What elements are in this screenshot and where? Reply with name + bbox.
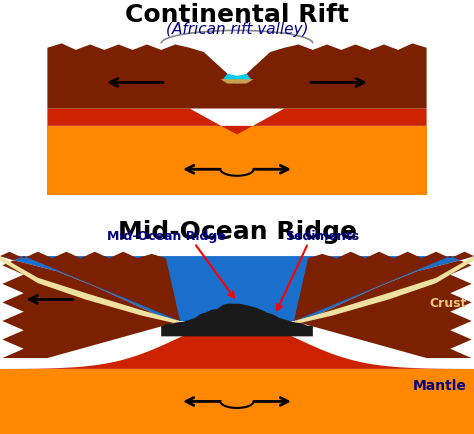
Text: Mantle: Mantle xyxy=(413,379,467,393)
Polygon shape xyxy=(47,43,237,108)
Polygon shape xyxy=(0,369,474,434)
Polygon shape xyxy=(0,252,180,358)
Polygon shape xyxy=(294,256,474,325)
Text: Mid-Ocean Ridge: Mid-Ocean Ridge xyxy=(107,230,225,243)
Polygon shape xyxy=(0,256,474,321)
Polygon shape xyxy=(47,108,427,135)
Text: Continental Rift: Continental Rift xyxy=(125,3,349,27)
Text: Sediments: Sediments xyxy=(285,230,359,243)
Polygon shape xyxy=(223,74,251,83)
Polygon shape xyxy=(161,303,313,336)
Text: Crust: Crust xyxy=(429,297,467,310)
Polygon shape xyxy=(47,126,427,195)
Polygon shape xyxy=(0,256,180,325)
Polygon shape xyxy=(220,79,254,83)
Text: Mid-Ocean Ridge: Mid-Ocean Ridge xyxy=(118,220,356,244)
Polygon shape xyxy=(237,43,427,108)
Polygon shape xyxy=(0,321,474,369)
Polygon shape xyxy=(294,252,474,358)
Text: (African rift valley): (African rift valley) xyxy=(166,22,308,37)
